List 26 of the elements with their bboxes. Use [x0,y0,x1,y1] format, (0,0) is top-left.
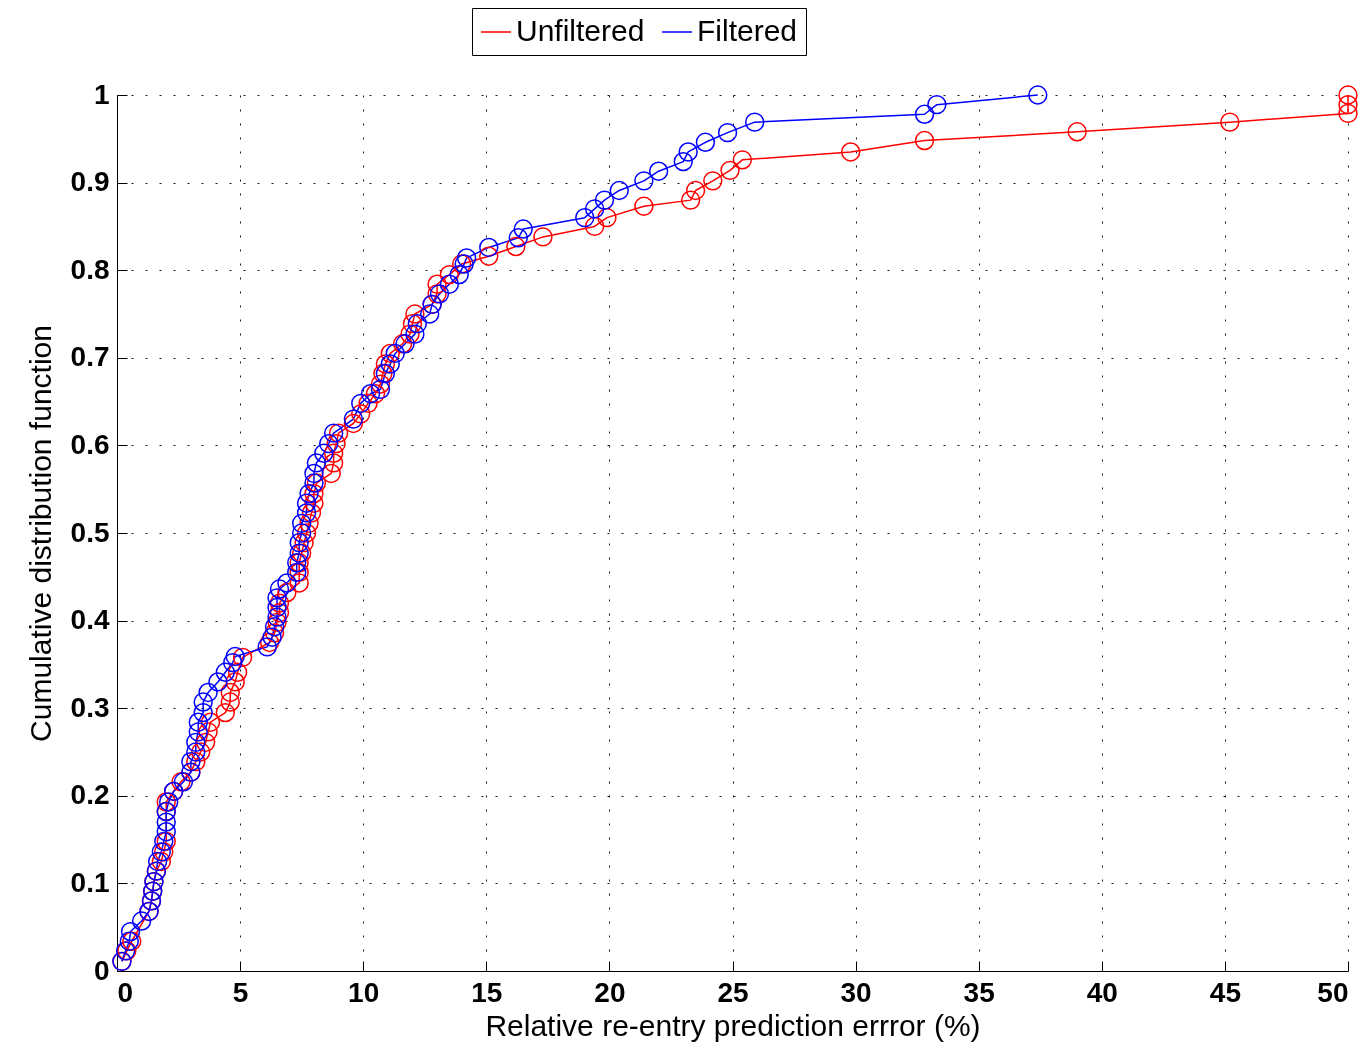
x-axis-title: Relative re-entry prediction errror (%) [485,1008,981,1042]
x-tick-label: 35 [963,976,995,1008]
legend-label: Filtered [697,14,798,47]
x-tick-label: 40 [1086,976,1118,1008]
y-tick-label: 0.7 [70,341,110,373]
y-axis-title: Cumulative distribution function [23,325,57,742]
x-tick-label: 30 [840,976,872,1008]
y-tick-label: 0.3 [70,691,110,723]
y-tick-label: 0.8 [70,253,110,285]
x-tick-label: 45 [1209,976,1241,1008]
y-tick-label: 0.9 [70,166,110,198]
y-tick-label: 0.4 [70,604,110,636]
x-tick-label: 25 [717,976,749,1008]
y-tick-label: 0.5 [70,516,110,548]
x-tick-label: 50 [1317,976,1349,1008]
x-tick-label: 5 [232,976,249,1008]
y-tick-label: 1 [93,78,110,110]
x-tick-label: 20 [594,976,626,1008]
x-tick-label: 10 [348,976,380,1008]
legend-label: Unfiltered [516,14,645,47]
y-tick-label: 0.2 [70,779,110,811]
x-tick-label: 0 [117,976,134,1008]
x-tick-label: 15 [471,976,503,1008]
y-tick-label: 0 [93,954,110,986]
y-tick-label: 0.6 [70,428,110,460]
y-tick-label: 0.1 [70,866,110,898]
